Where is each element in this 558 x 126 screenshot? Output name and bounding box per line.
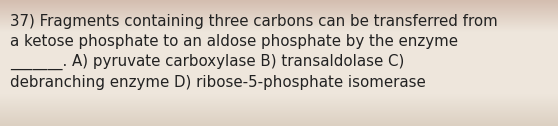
Text: 37) Fragments containing three carbons can be transferred from
a ketose phosphat: 37) Fragments containing three carbons c… (10, 14, 498, 90)
